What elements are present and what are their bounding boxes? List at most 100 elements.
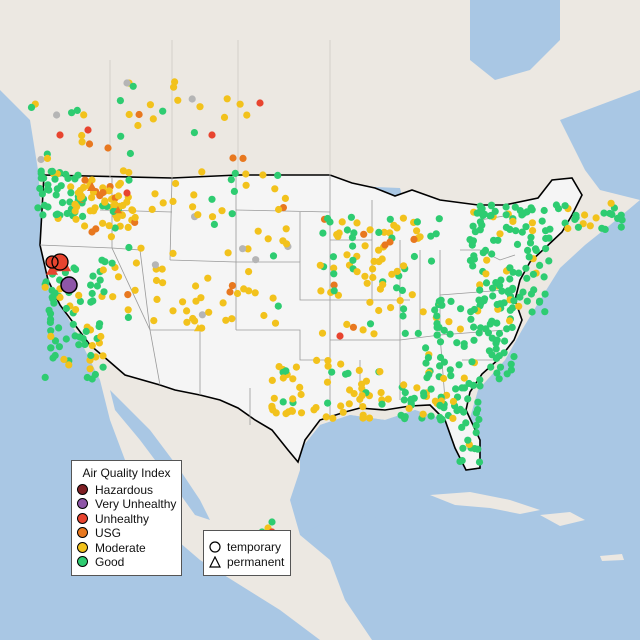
site-marker (324, 357, 332, 365)
site-marker (506, 317, 514, 325)
site-marker (259, 171, 267, 179)
site-marker (322, 413, 330, 421)
site-marker (129, 82, 137, 90)
site-marker (522, 264, 530, 272)
site-marker (43, 185, 52, 194)
site-marker (86, 207, 94, 215)
site-marker (245, 268, 253, 276)
site-marker (95, 322, 103, 331)
site-marker (150, 317, 158, 325)
site-marker (513, 240, 522, 248)
site-marker (492, 279, 500, 287)
site-marker (324, 362, 332, 370)
site-marker (477, 324, 485, 332)
site-marker (396, 297, 404, 305)
site-marker (52, 191, 60, 199)
legend-label: Unhealthy (95, 512, 150, 526)
site-marker (470, 323, 478, 331)
site-marker (252, 256, 260, 264)
site-marker (541, 290, 549, 298)
site-marker (330, 281, 338, 289)
site-marker (254, 227, 262, 235)
site-marker (393, 224, 401, 232)
very-unhealthy-swatch-icon (77, 498, 88, 509)
site-marker (515, 302, 523, 310)
site-marker (275, 205, 283, 214)
site-marker (53, 111, 61, 119)
site-marker (410, 252, 418, 261)
site-marker (529, 227, 537, 235)
site-marker (424, 354, 432, 362)
site-marker (488, 250, 496, 258)
site-marker (388, 270, 396, 278)
site-marker (492, 354, 500, 362)
site-marker (482, 279, 491, 287)
site-marker (506, 306, 514, 314)
site-marker (48, 167, 57, 175)
site-marker (271, 319, 280, 327)
site-marker (37, 174, 45, 182)
site-marker (222, 316, 230, 324)
baja-gulf (110, 390, 210, 520)
site-marker (274, 302, 282, 310)
site-marker (101, 198, 109, 206)
site-marker (146, 101, 154, 109)
site-marker (344, 369, 352, 377)
site-marker (125, 176, 133, 184)
site-marker (192, 282, 200, 290)
site-marker (486, 320, 494, 328)
site-marker (552, 201, 561, 209)
site-marker (67, 189, 75, 197)
site-marker (47, 332, 55, 340)
site-marker (239, 154, 247, 162)
site-marker (220, 113, 229, 121)
site-marker (319, 229, 327, 237)
site-marker (465, 379, 473, 388)
site-marker (355, 366, 363, 374)
site-marker (219, 299, 227, 307)
site-marker (76, 297, 84, 305)
site-marker (476, 281, 484, 289)
site-marker (58, 199, 67, 207)
site-marker (338, 218, 346, 226)
site-marker (99, 352, 107, 360)
site-marker (268, 518, 276, 526)
site-marker (436, 401, 444, 409)
site-marker (169, 197, 177, 205)
legend-label: Moderate (95, 541, 146, 555)
site-marker (65, 361, 73, 369)
site-marker (427, 412, 435, 420)
site-marker (400, 305, 408, 313)
site-marker (131, 213, 139, 222)
site-marker (271, 185, 279, 193)
site-marker (52, 211, 60, 219)
site-marker (116, 179, 124, 187)
site-marker (447, 372, 455, 380)
site-marker (485, 347, 493, 355)
site-marker (131, 286, 139, 294)
site-marker (137, 244, 145, 252)
site-marker (169, 249, 177, 257)
site-marker (470, 305, 478, 314)
site-marker (503, 325, 511, 333)
site-marker (498, 287, 506, 295)
site-marker (62, 335, 70, 343)
site-marker (242, 170, 250, 178)
site-marker (436, 413, 444, 421)
site-marker (476, 218, 484, 226)
triangle-icon (209, 556, 221, 568)
site-marker (87, 351, 95, 360)
site-marker (183, 318, 191, 326)
site-marker (530, 286, 538, 294)
site-marker (474, 398, 482, 406)
site-marker (148, 205, 156, 213)
site-marker (432, 230, 440, 238)
site-marker (435, 215, 443, 223)
usg-swatch-icon (77, 527, 88, 538)
canada-province-lines (109, 40, 331, 178)
site-marker (433, 312, 441, 320)
site-marker (330, 264, 338, 272)
hazardous-swatch-icon (77, 484, 88, 495)
site-marker (506, 275, 514, 283)
site-marker (416, 233, 424, 241)
